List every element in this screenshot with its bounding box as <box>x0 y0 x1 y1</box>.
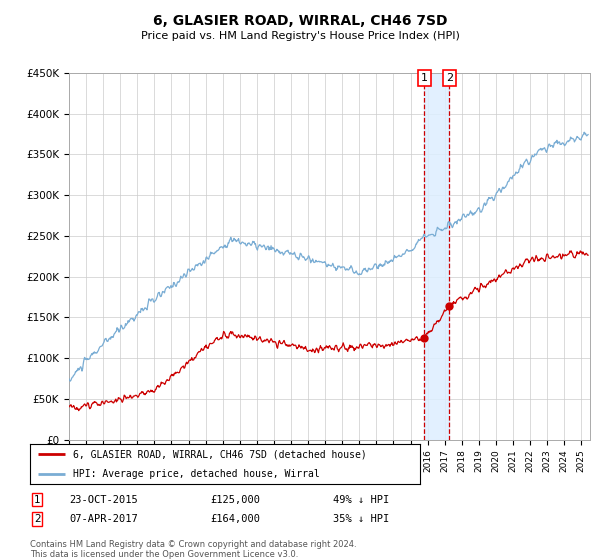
Text: 07-APR-2017: 07-APR-2017 <box>69 514 138 524</box>
Text: HPI: Average price, detached house, Wirral: HPI: Average price, detached house, Wirr… <box>73 469 320 479</box>
Text: 35% ↓ HPI: 35% ↓ HPI <box>333 514 389 524</box>
Text: 49% ↓ HPI: 49% ↓ HPI <box>333 494 389 505</box>
Text: Contains HM Land Registry data © Crown copyright and database right 2024.
This d: Contains HM Land Registry data © Crown c… <box>30 540 356 559</box>
Text: 1: 1 <box>421 73 428 83</box>
Text: 23-OCT-2015: 23-OCT-2015 <box>69 494 138 505</box>
Text: 2: 2 <box>446 73 453 83</box>
Text: 6, GLASIER ROAD, WIRRAL, CH46 7SD (detached house): 6, GLASIER ROAD, WIRRAL, CH46 7SD (detac… <box>73 449 367 459</box>
Text: 2: 2 <box>34 514 41 524</box>
Text: 6, GLASIER ROAD, WIRRAL, CH46 7SD: 6, GLASIER ROAD, WIRRAL, CH46 7SD <box>153 14 447 28</box>
Text: Price paid vs. HM Land Registry's House Price Index (HPI): Price paid vs. HM Land Registry's House … <box>140 31 460 41</box>
Text: £164,000: £164,000 <box>210 514 260 524</box>
Text: £125,000: £125,000 <box>210 494 260 505</box>
Bar <box>424 73 449 440</box>
Text: 1: 1 <box>34 494 41 505</box>
